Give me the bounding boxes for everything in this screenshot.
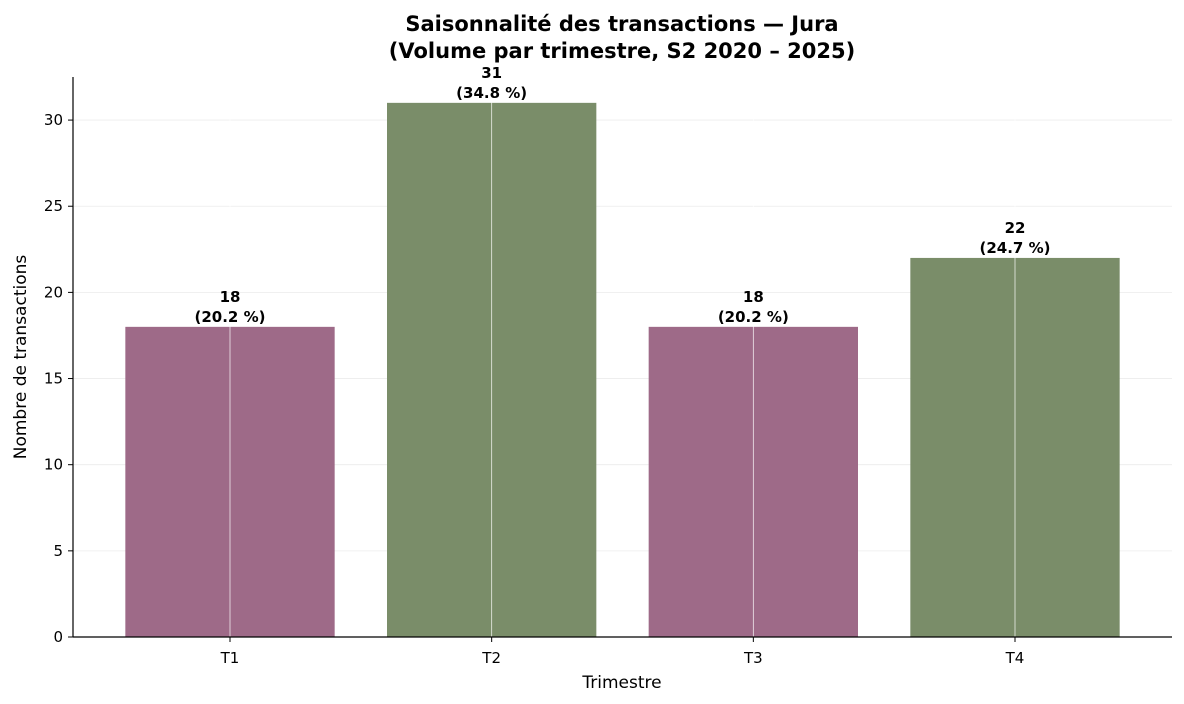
x-tick-label-t2: T2 xyxy=(481,649,501,667)
y-tick-label-20: 20 xyxy=(44,283,63,301)
x-gridlines xyxy=(229,77,1016,637)
y-tick-label-15: 15 xyxy=(44,370,63,388)
x-tick-label-t1: T1 xyxy=(220,649,240,667)
data-label-percent-t3: (20.2 %) xyxy=(718,308,789,326)
data-label-value-t3: 18 xyxy=(743,288,764,306)
chart-title-line-1: Saisonnalité des transactions — Jura xyxy=(405,12,838,36)
data-label-percent-t1: (20.2 %) xyxy=(195,308,266,326)
y-axis-label: Nombre de transactions xyxy=(11,255,31,460)
data-label-value-t1: 18 xyxy=(220,288,241,306)
y-tick-label-25: 25 xyxy=(44,197,63,215)
y-tick-label-10: 10 xyxy=(44,456,63,474)
x-tick-label-t3: T3 xyxy=(743,649,763,667)
y-ticks-group: 0 5 10 15 20 25 30 xyxy=(44,111,73,646)
data-label-percent-t2: (34.8 %) xyxy=(456,84,527,102)
data-label-value-t4: 22 xyxy=(1005,219,1026,237)
y-tick-label-0: 0 xyxy=(53,628,63,646)
chart-title-line-2: (Volume par trimestre, S2 2020 – 2025) xyxy=(389,39,855,63)
x-tick-label-t4: T4 xyxy=(1005,649,1025,667)
y-tick-label-5: 5 xyxy=(53,542,63,560)
x-axis-label: Trimestre xyxy=(581,673,661,693)
data-labels-group: 18 (20.2 %) 31 (34.8 %) 18 (20.2 %) 22 (24.7 %) xyxy=(195,64,1051,326)
data-label-value-t2: 31 xyxy=(481,64,502,82)
y-tick-label-30: 30 xyxy=(44,111,63,129)
x-ticks-group: T1 T2 T3 T4 xyxy=(220,637,1025,667)
data-label-percent-t4: (24.7 %) xyxy=(980,239,1051,257)
